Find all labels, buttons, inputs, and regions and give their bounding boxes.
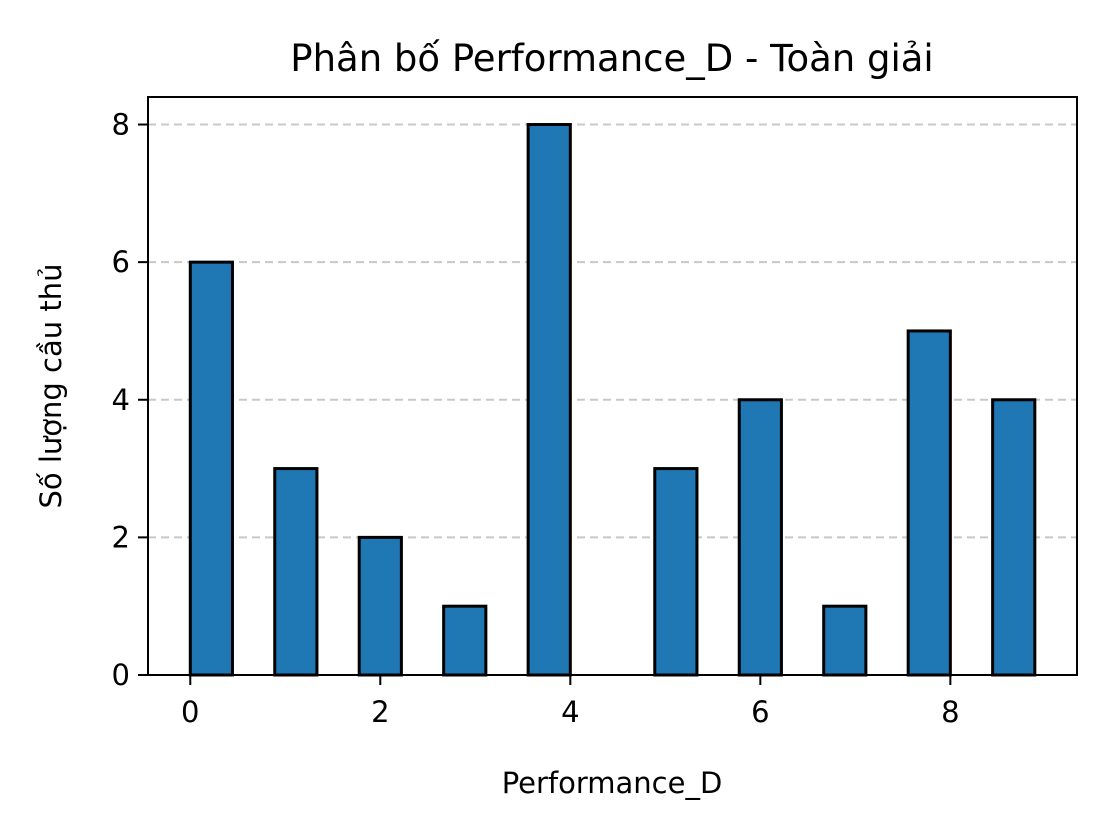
bar [526,123,572,677]
bar [906,329,952,677]
x-tick-label: 0 [181,695,199,729]
bar [273,467,319,677]
chart-title: Phân bố Performance_D - Toàn giải [290,37,933,80]
x-tick-label: 6 [751,695,769,729]
x-axis-ticks: 0 2 4 6 8 [181,675,960,729]
y-axis-ticks: 0 2 4 6 8 [112,108,148,692]
x-tick-label: 4 [561,695,579,729]
bar [188,260,234,677]
x-tick-label: 8 [941,695,959,729]
bar [991,398,1037,677]
y-axis-label: Số lượng cầu thủ [34,264,68,509]
bar [653,467,699,677]
bar [357,535,403,677]
y-tick-label: 0 [112,658,130,692]
y-tick-label: 6 [112,245,130,279]
bar [442,604,488,677]
y-tick-label: 2 [112,520,130,554]
bar [822,604,868,677]
x-axis-label: Performance_D [502,766,723,800]
y-tick-label: 8 [112,108,130,142]
bars [188,123,1037,677]
plot-frame [147,96,1078,676]
x-tick-label: 2 [371,695,389,729]
bar [737,398,783,677]
y-tick-label: 4 [112,383,130,417]
